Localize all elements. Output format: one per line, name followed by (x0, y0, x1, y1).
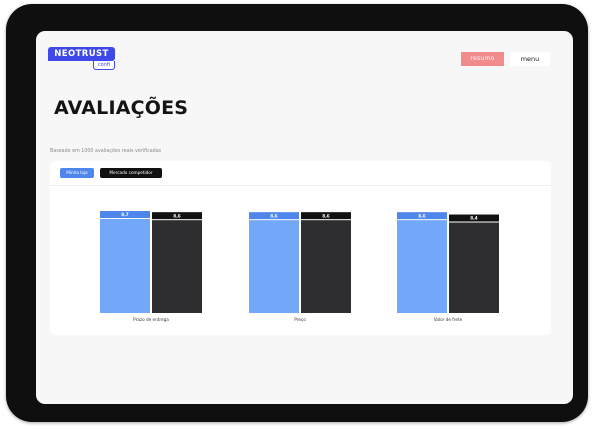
bar-value-preco-mercado: 8,6 (322, 213, 330, 218)
app-screen: NEOTRUST confi resumo menu AVALIAÇÕES Ba… (36, 31, 573, 404)
card-divider (50, 185, 551, 186)
bar-value-frete-minha-loja: 8,6 (418, 213, 426, 218)
logo-main-text: NEOTRUST (48, 47, 115, 61)
bar-value-preco-minha-loja: 8,6 (270, 213, 278, 218)
tab-mercado-competidor[interactable]: Mercado competidor (100, 168, 162, 178)
bar-frete-minha-loja (397, 220, 447, 313)
bar-label-bg-prazo-mercado (152, 212, 202, 220)
bar-prazo-mercado (152, 220, 202, 313)
logo-sub-text: confi (93, 61, 115, 70)
bar-label-bg-preco-minha-loja (249, 212, 299, 220)
tablet-bezel: NEOTRUST confi resumo menu AVALIAÇÕES Ba… (6, 4, 588, 422)
bar-frete-mercado (449, 222, 499, 313)
category-label-preco: Preço (294, 317, 306, 322)
bar-prazo-minha-loja (100, 219, 150, 313)
bar-label-bg-preco-mercado (301, 212, 351, 220)
bar-label-bg-frete-minha-loja (397, 212, 447, 220)
tab-minha-loja[interactable]: Minha loja (60, 168, 94, 178)
bar-value-prazo-minha-loja: 8,7 (121, 212, 129, 217)
category-label-prazo: Prazo de entrega (133, 317, 169, 322)
bar-preco-mercado (301, 220, 351, 313)
bar-label-bg-prazo-minha-loja (100, 211, 150, 218)
bar-value-frete-mercado: 8,4 (470, 216, 478, 221)
neotrust-logo[interactable]: NEOTRUST confi (48, 47, 115, 70)
ratings-bar-chart: 8,7 8,6 Prazo de entrega 8,6 8,6 Preço 8,6 8,4 V… (100, 211, 499, 322)
ratings-card: Minha loja Mercado competidor 8,7 8,6 Praz… (50, 161, 551, 335)
bar-value-prazo-mercado: 8,6 (173, 213, 181, 218)
menu-button[interactable]: menu (510, 52, 550, 66)
page-subtitle: Baseado em 1000 avaliações reais verific… (50, 149, 162, 154)
page-title: AVALIAÇÕES (54, 97, 189, 119)
resumo-button[interactable]: resumo (461, 52, 504, 66)
category-label-frete: Valor de frete (434, 317, 463, 322)
bar-label-bg-frete-mercado (449, 214, 499, 222)
bar-preco-minha-loja (249, 220, 299, 313)
